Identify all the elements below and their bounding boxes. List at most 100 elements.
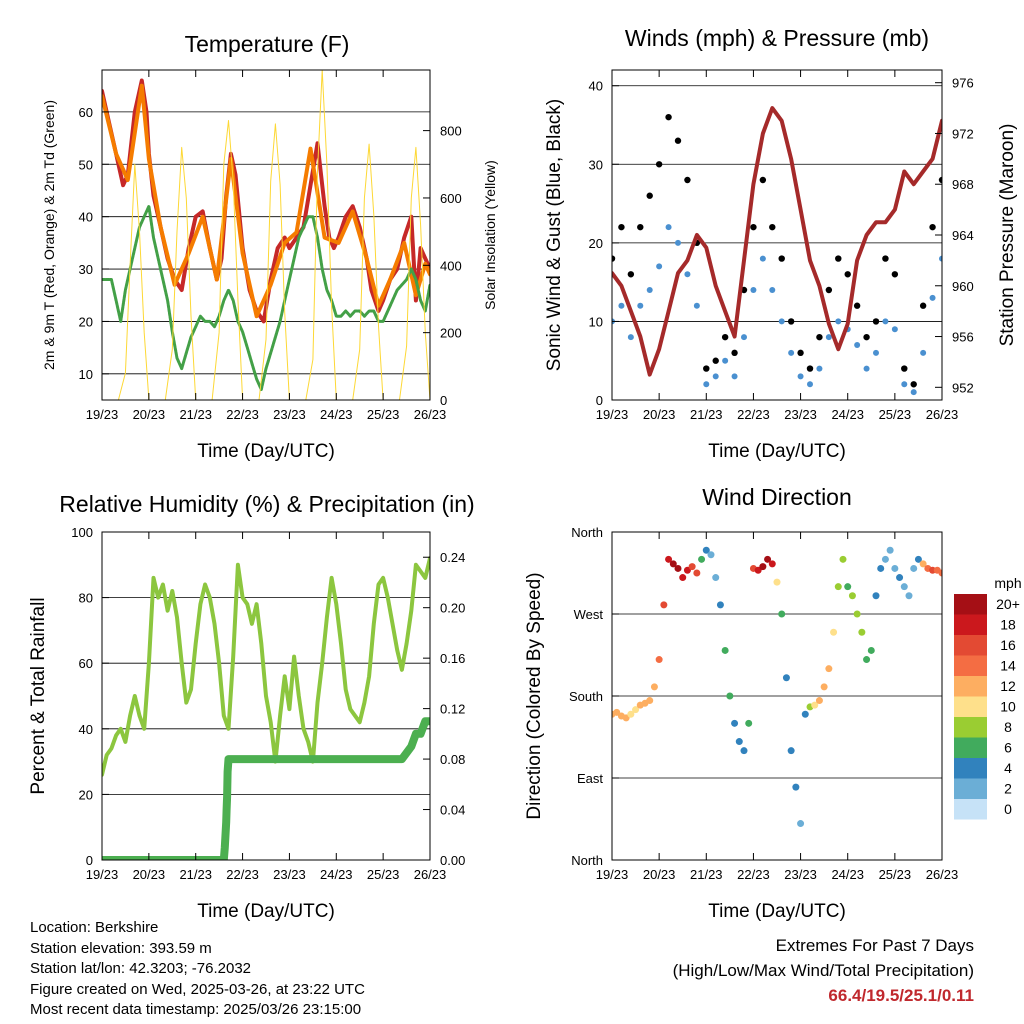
winds-ytick-label: 10 — [589, 314, 603, 329]
direction-point — [754, 566, 762, 574]
winds-series-sonic-wind-point — [854, 342, 861, 348]
winds-series-sonic-wind-point — [835, 318, 842, 325]
temperature-ytick-label: 60 — [79, 105, 93, 120]
humidity-xlabel: Time (Day/UTC) — [197, 901, 335, 922]
winds-series-sonic-wind-point — [646, 287, 653, 293]
winds-series-gust-point — [674, 137, 682, 144]
winds-series-gust-point — [806, 365, 814, 372]
direction-point — [702, 546, 710, 554]
direction-point — [773, 578, 781, 586]
direction-point — [712, 574, 720, 582]
temperature-series-2m-t — [102, 78, 430, 324]
direction-point — [782, 674, 790, 682]
humidity-xtick-label: 24/23 — [320, 867, 353, 882]
temperature-y2tick-label: 0 — [440, 393, 447, 408]
winds-series-sonic-wind-point — [910, 389, 917, 396]
direction-point — [797, 820, 805, 828]
temperature-xtick-label: 26/23 — [414, 407, 447, 422]
winds-series-gust-point — [872, 318, 880, 325]
winds-series-gust-point — [825, 286, 833, 294]
direction-point — [910, 564, 918, 572]
legend-label: 6 — [1004, 740, 1012, 756]
legend-label: 16 — [1000, 637, 1016, 653]
winds-series-sonic-wind-point — [656, 263, 663, 270]
direction-point — [707, 551, 715, 559]
legend-title: mph — [994, 575, 1021, 591]
legend-swatch — [954, 758, 987, 779]
temperature-xtick-label: 23/23 — [273, 407, 306, 422]
direction-ytick-label: North — [571, 525, 603, 540]
winds-series-sonic-wind-point — [684, 271, 691, 278]
winds-series-sonic-wind-point — [788, 349, 795, 356]
humidity-ylabel: Percent & Total Rainfall — [28, 597, 49, 794]
temperature-y2tick-label: 600 — [440, 191, 462, 206]
winds-series-gust-point — [797, 349, 804, 357]
legend-label: 12 — [1000, 678, 1016, 694]
humidity-title: Relative Humidity (%) & Precipitation (i… — [59, 491, 474, 517]
legend-swatch — [954, 717, 987, 738]
direction-point — [660, 601, 668, 609]
winds-series-gust-point — [627, 271, 635, 278]
temperature-y2tick-label: 800 — [440, 124, 462, 139]
direction-point — [787, 747, 795, 755]
winds-title: Winds (mph) & Pressure (mb) — [625, 25, 929, 51]
winds-series-gust-point — [750, 223, 757, 231]
direction-xtick-label: 26/23 — [926, 867, 959, 882]
direction-point — [919, 560, 927, 568]
direction-point — [938, 569, 942, 577]
winds-series-sonic-wind-point — [873, 349, 879, 356]
humidity-xtick-label: 26/23 — [414, 867, 447, 882]
winds-series-sonic-wind-point — [816, 365, 823, 372]
legend-swatch — [954, 614, 987, 635]
winds-series-gust-point — [712, 357, 719, 364]
direction-xtick-label: 20/23 — [643, 867, 676, 882]
legend-swatch — [954, 635, 987, 656]
direction-point — [759, 563, 767, 571]
direction-point — [858, 628, 866, 636]
direction-xtick-label: 22/23 — [737, 867, 770, 882]
winds-series-gust-point — [769, 223, 776, 231]
direction-point — [844, 583, 852, 591]
winds-series-sonic-wind-point — [675, 239, 681, 246]
humidity-frame — [101, 531, 431, 861]
direction-xtick-label: 21/23 — [690, 867, 723, 882]
direction-point — [881, 555, 889, 563]
winds-xtick-label: 26/23 — [926, 407, 959, 422]
winds-series-gust-point — [844, 271, 851, 278]
direction-point — [891, 564, 899, 572]
direction-point — [853, 610, 861, 618]
direction-point — [674, 564, 682, 572]
direction-point — [731, 719, 739, 727]
direction-point — [792, 783, 800, 791]
winds-y2tick-label: 960 — [952, 279, 974, 294]
legend-swatch — [954, 778, 987, 799]
direction-point — [872, 592, 880, 600]
winds-series-sonic-wind-point — [712, 373, 719, 380]
direction-point — [905, 592, 913, 600]
winds-series-gust-point — [721, 333, 729, 341]
temperature-xtick-label: 25/23 — [367, 407, 400, 422]
humidity-series-total-precipitation — [102, 717, 430, 860]
winds-series-sonic-wind-point — [750, 287, 757, 293]
winds-series-gust-point — [901, 365, 908, 372]
legend-swatch — [954, 737, 987, 758]
winds-series-sonic-wind-point — [722, 357, 729, 364]
humidity-xtick-label: 22/23 — [226, 867, 259, 882]
temperature-xtick-label: 20/23 — [133, 407, 166, 422]
humidity-ytick-label: 60 — [79, 656, 93, 671]
legend-label: 18 — [1000, 617, 1016, 633]
winds-series-sonic-wind-point — [665, 224, 672, 231]
winds-series-sonic-wind-point — [618, 302, 625, 309]
winds-series-gust-point — [778, 255, 785, 262]
direction-point — [886, 546, 894, 554]
direction-point — [646, 697, 654, 705]
winds-series-sonic-wind-point — [703, 381, 710, 388]
humidity-xtick-label: 20/23 — [133, 867, 166, 882]
direction-xlabel: Time (Day/UTC) — [708, 901, 846, 922]
winds-xtick-label: 19/23 — [596, 407, 629, 422]
winds-series-sonic-wind-point — [891, 326, 898, 333]
station-info: Location: Berkshire Station elevation: 3… — [30, 918, 365, 1021]
temperature-ylabel: 2m & 9m T (Red, Orange) & 2m Td (Green) — [41, 100, 57, 370]
direction-point — [721, 646, 729, 654]
